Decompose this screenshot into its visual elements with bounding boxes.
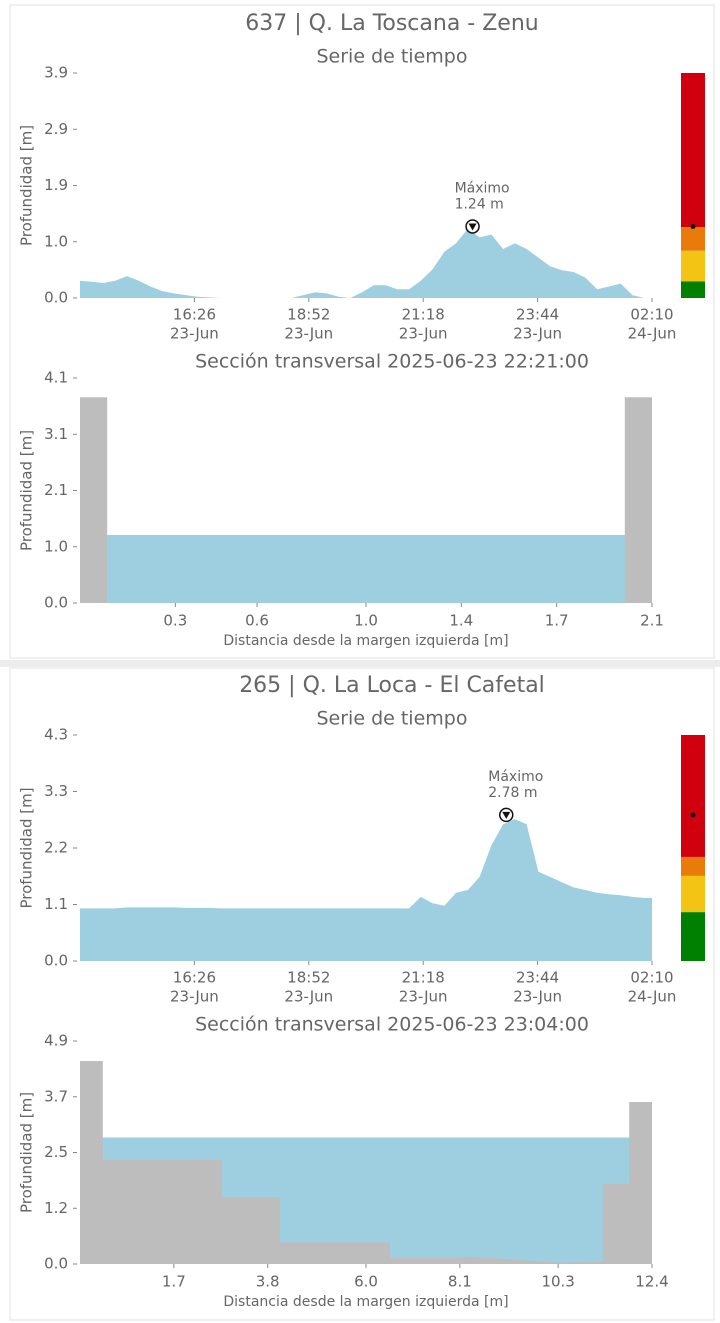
y-tick-label: 0.0 (44, 952, 68, 970)
terrain (80, 1061, 652, 1264)
x-tick-label: 16:26 (173, 969, 216, 987)
x-tick-label: 23:44 (516, 306, 559, 324)
x-tick-label: 23-Jun (284, 988, 333, 1006)
y-axis-label: Profundidad [m] (18, 430, 36, 551)
area (80, 819, 652, 961)
x-tick-label: 1.0 (354, 612, 378, 630)
water (80, 534, 652, 603)
y-tick-label: 3.7 (44, 1087, 68, 1105)
y-tick-label: 2.2 (44, 839, 68, 857)
x-tick-label: 02:10 (630, 969, 673, 987)
threshold-band (681, 73, 705, 228)
x-tick-label: 3.8 (256, 1273, 280, 1291)
y-tick-label: 2.1 (44, 481, 68, 499)
annotation: Máximo (455, 180, 510, 196)
x-axis-label: Distancia desde la margen izquierda [m] (223, 1294, 508, 1310)
x-tick-label: 23-Jun (170, 988, 219, 1006)
panel-title: 637 | Q. La Toscana - Zenu (245, 11, 538, 36)
x-tick-label: 23-Jun (284, 325, 333, 343)
x-tick-label: 0.6 (245, 612, 269, 630)
x-tick-label: 21:18 (402, 969, 445, 987)
y-tick-label: 2.5 (44, 1143, 68, 1161)
annotation-value: 1.24 m (455, 196, 504, 212)
chart-title: Sección transversal 2025-06-23 22:21:00 (195, 351, 589, 373)
area (80, 228, 652, 298)
threshold-band (681, 912, 705, 961)
x-tick-label: 21:18 (402, 306, 445, 324)
annotation: Máximo (488, 769, 543, 785)
max-marker-arrow (468, 223, 477, 231)
y-axis-label: Profundidad [m] (18, 787, 36, 908)
x-axis-label: Distancia desde la margen izquierda [m] (223, 633, 508, 649)
y-tick-label: 1.0 (44, 232, 68, 250)
y-tick-label: 1.2 (44, 1199, 68, 1217)
x-tick-label: 1.7 (545, 612, 569, 630)
x-tick-label: 23-Jun (513, 988, 562, 1006)
y-tick-label: 1.1 (44, 895, 68, 913)
threshold-band (681, 281, 705, 298)
x-tick-label: 18:52 (287, 969, 330, 987)
threshold-band (681, 856, 705, 876)
y-tick-label: 4.1 (44, 369, 68, 387)
x-tick-label: 0.3 (163, 612, 187, 630)
current-level (690, 812, 696, 818)
chart-title: Sección transversal 2025-06-23 23:04:00 (195, 1014, 589, 1036)
y-tick-label: 0.0 (44, 289, 68, 307)
separator (0, 660, 720, 667)
y-tick-label: 0.0 (44, 594, 68, 612)
x-tick-label: 2.1 (640, 612, 664, 630)
x-tick-label: 24-Jun (628, 325, 677, 343)
x-tick-label: 18:52 (287, 306, 330, 324)
x-tick-label: 23-Jun (170, 325, 219, 343)
x-tick-label: 23-Jun (399, 325, 448, 343)
y-tick-label: 1.0 (44, 537, 68, 555)
threshold-band (681, 250, 705, 282)
x-tick-label: 1.7 (162, 1273, 186, 1291)
y-axis-label: Profundidad [m] (18, 1092, 36, 1213)
x-tick-label: 1.4 (449, 612, 473, 630)
chart-title: Serie de tiempo (317, 708, 468, 730)
x-tick-label: 8.1 (448, 1273, 472, 1291)
x-tick-label: 24-Jun (628, 988, 677, 1006)
x-tick-label: 10.3 (541, 1273, 574, 1291)
panel-title: 265 | Q. La Loca - El Cafetal (239, 673, 545, 698)
max-marker-arrow (502, 811, 511, 819)
current-level (690, 223, 696, 229)
chart-title: Serie de tiempo (317, 46, 468, 68)
y-tick-label: 4.3 (44, 726, 68, 744)
x-tick-label: 6.0 (354, 1273, 378, 1291)
y-tick-label: 3.3 (44, 782, 68, 800)
x-tick-label: 12.4 (635, 1273, 668, 1291)
threshold-band (681, 227, 705, 251)
threshold-band (681, 735, 705, 857)
y-tick-label: 3.1 (44, 425, 68, 443)
y-tick-label: 3.9 (44, 64, 68, 82)
y-tick-label: 4.9 (44, 1032, 68, 1050)
x-tick-label: 23:44 (516, 969, 559, 987)
x-tick-label: 23-Jun (399, 988, 448, 1006)
x-tick-label: 23-Jun (513, 325, 562, 343)
annotation-value: 2.78 m (488, 785, 537, 801)
y-tick-label: 1.9 (44, 176, 68, 194)
y-axis-label: Profundidad [m] (18, 125, 36, 246)
y-tick-label: 0.0 (44, 1255, 68, 1273)
threshold-band (681, 875, 705, 913)
x-tick-label: 02:10 (630, 306, 673, 324)
y-tick-label: 2.9 (44, 120, 68, 138)
x-tick-label: 16:26 (173, 306, 216, 324)
